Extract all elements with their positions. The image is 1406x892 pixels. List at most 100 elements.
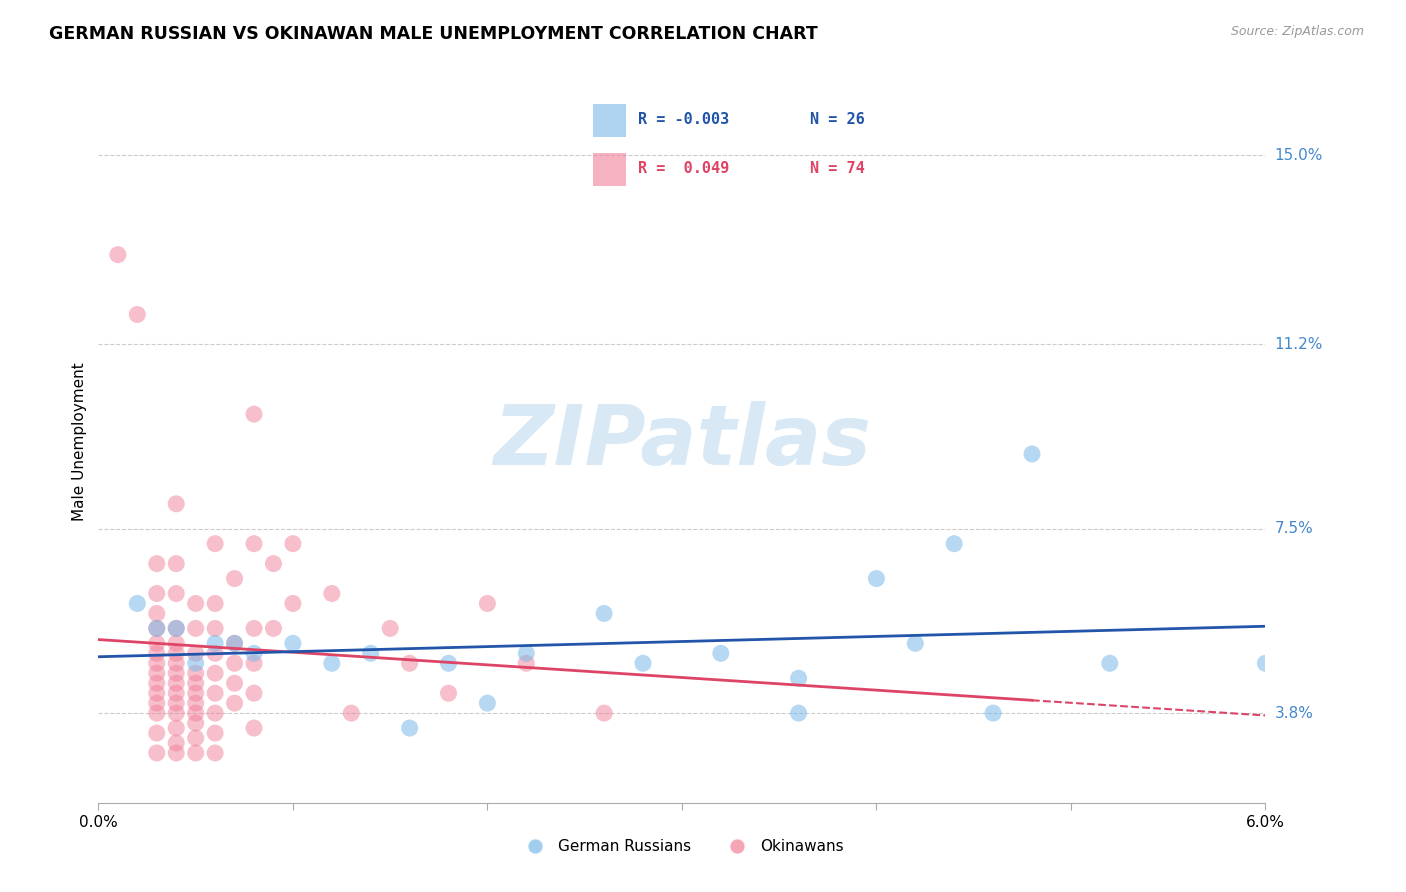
Point bbox=[204, 597, 226, 611]
Point bbox=[437, 686, 460, 700]
Point bbox=[184, 716, 207, 731]
Point bbox=[477, 597, 499, 611]
Point bbox=[165, 696, 187, 710]
Point bbox=[224, 676, 246, 690]
Point bbox=[184, 706, 207, 720]
Point bbox=[1021, 447, 1043, 461]
Point bbox=[184, 597, 207, 611]
Text: R = -0.003: R = -0.003 bbox=[638, 112, 730, 127]
Point bbox=[243, 686, 266, 700]
Point bbox=[146, 746, 169, 760]
Point bbox=[146, 646, 169, 660]
Point bbox=[1098, 657, 1121, 671]
Y-axis label: Male Unemployment: Male Unemployment bbox=[72, 362, 87, 521]
Point bbox=[321, 586, 343, 600]
Point bbox=[243, 657, 266, 671]
Point bbox=[204, 746, 226, 760]
Point bbox=[398, 657, 420, 671]
Point bbox=[146, 657, 169, 671]
Point bbox=[184, 731, 207, 745]
Point bbox=[631, 657, 654, 671]
Text: N = 26: N = 26 bbox=[810, 112, 865, 127]
Point bbox=[593, 706, 616, 720]
Point bbox=[204, 686, 226, 700]
Point bbox=[243, 646, 266, 660]
Point bbox=[360, 646, 382, 660]
Point bbox=[146, 557, 169, 571]
Point bbox=[165, 706, 187, 720]
Point bbox=[398, 721, 420, 735]
Point bbox=[146, 706, 169, 720]
Point bbox=[515, 657, 537, 671]
Text: 11.2%: 11.2% bbox=[1275, 337, 1323, 351]
Point bbox=[787, 706, 810, 720]
Point bbox=[107, 248, 129, 262]
Point bbox=[184, 657, 207, 671]
Point bbox=[437, 657, 460, 671]
Point bbox=[165, 657, 187, 671]
Point bbox=[243, 721, 266, 735]
Bar bbox=[593, 104, 626, 136]
Point bbox=[146, 607, 169, 621]
Point bbox=[204, 726, 226, 740]
Point bbox=[146, 676, 169, 690]
Point bbox=[146, 636, 169, 650]
Text: Source: ZipAtlas.com: Source: ZipAtlas.com bbox=[1230, 25, 1364, 38]
Point bbox=[165, 646, 187, 660]
Point bbox=[146, 666, 169, 681]
Point bbox=[165, 666, 187, 681]
Point bbox=[224, 572, 246, 586]
Point bbox=[165, 746, 187, 760]
Point bbox=[710, 646, 733, 660]
Point bbox=[262, 557, 284, 571]
Point bbox=[204, 537, 226, 551]
Point bbox=[204, 706, 226, 720]
Point bbox=[204, 621, 226, 635]
Text: 7.5%: 7.5% bbox=[1275, 521, 1313, 536]
Point bbox=[515, 646, 537, 660]
Point bbox=[184, 646, 207, 660]
Point bbox=[204, 666, 226, 681]
Point bbox=[243, 621, 266, 635]
Point bbox=[165, 557, 187, 571]
Text: ZIPatlas: ZIPatlas bbox=[494, 401, 870, 482]
Text: R =  0.049: R = 0.049 bbox=[638, 161, 730, 176]
Text: N = 74: N = 74 bbox=[810, 161, 865, 176]
Point bbox=[146, 686, 169, 700]
Point bbox=[281, 636, 304, 650]
Point bbox=[184, 746, 207, 760]
Point bbox=[184, 686, 207, 700]
Point bbox=[165, 686, 187, 700]
Point bbox=[165, 497, 187, 511]
Point bbox=[281, 537, 304, 551]
Point bbox=[981, 706, 1004, 720]
Point bbox=[224, 636, 246, 650]
Point bbox=[165, 586, 187, 600]
Point bbox=[184, 666, 207, 681]
Point bbox=[943, 537, 966, 551]
Point bbox=[224, 696, 246, 710]
Point bbox=[593, 607, 616, 621]
Point bbox=[787, 671, 810, 685]
Point bbox=[904, 636, 927, 650]
Point bbox=[127, 597, 149, 611]
Point bbox=[165, 736, 187, 750]
Point bbox=[184, 676, 207, 690]
Point bbox=[262, 621, 284, 635]
Point bbox=[127, 308, 149, 322]
Point bbox=[1254, 657, 1277, 671]
Point bbox=[204, 636, 226, 650]
Point bbox=[146, 586, 169, 600]
Text: GERMAN RUSSIAN VS OKINAWAN MALE UNEMPLOYMENT CORRELATION CHART: GERMAN RUSSIAN VS OKINAWAN MALE UNEMPLOY… bbox=[49, 25, 818, 43]
Point bbox=[281, 597, 304, 611]
Point bbox=[165, 676, 187, 690]
Point bbox=[146, 621, 169, 635]
Point bbox=[165, 636, 187, 650]
Point bbox=[146, 726, 169, 740]
Point bbox=[224, 636, 246, 650]
Point bbox=[184, 621, 207, 635]
Point bbox=[224, 657, 246, 671]
Text: 15.0%: 15.0% bbox=[1275, 147, 1323, 162]
Bar bbox=[593, 153, 626, 186]
Point bbox=[477, 696, 499, 710]
